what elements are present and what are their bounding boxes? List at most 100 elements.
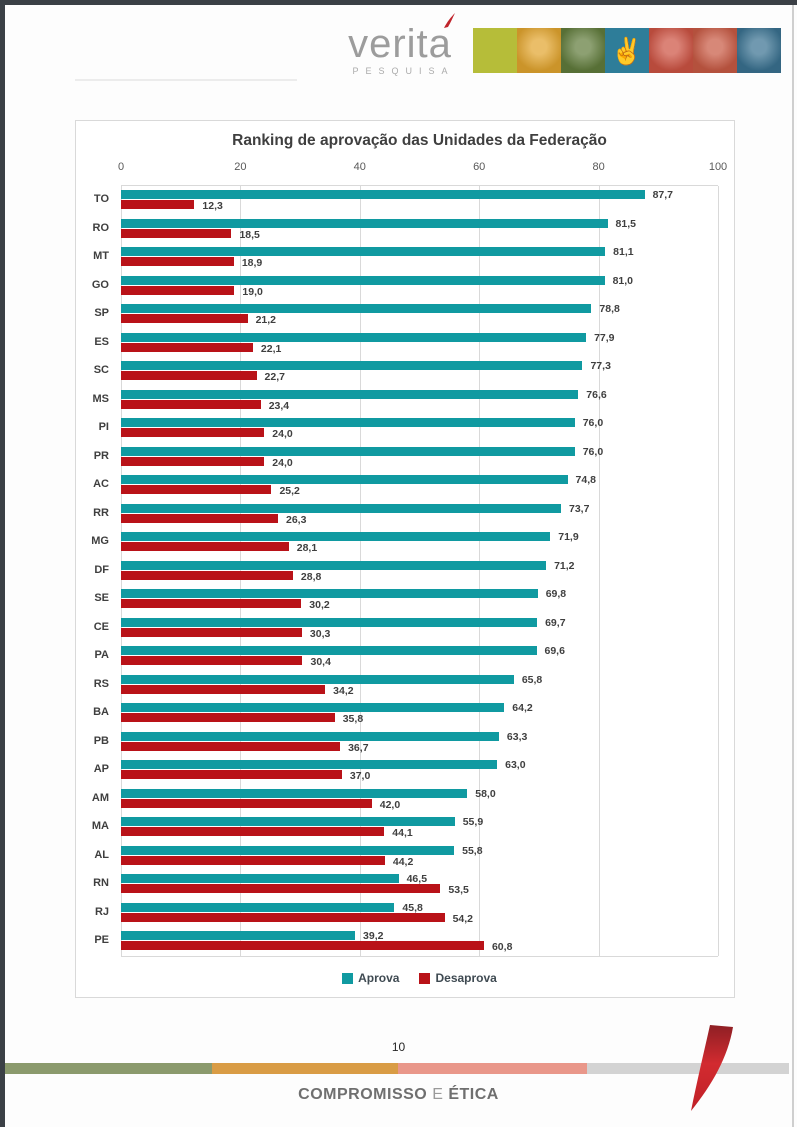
desaprova-value-label: 54,2 [452,912,473,925]
aprova-bar [121,304,592,314]
gridline [598,186,600,956]
photo-strip: ✌ [473,28,781,73]
x-axis-ticks: 0 20 40 60 80 100 [117,161,727,177]
aprova-value-label: 81,1 [613,246,634,259]
desaprova-bar [121,314,248,324]
state-label: MS [92,392,110,405]
page-left-edge [0,0,5,1127]
desaprova-value-label: 35,8 [342,713,364,726]
tile-person-portrait-red [649,28,693,73]
aprova-value-label: 76,6 [586,388,607,401]
state-label: AC [93,478,109,491]
desaprova-value-label: 18,5 [239,228,260,241]
tile-cityscape-green [561,28,605,73]
logo-wordmark: verita [348,13,455,64]
state-label: AL [94,848,109,861]
state-row-mg: MG 71,9 28,1 [91,528,718,557]
desaprova-bar [121,342,253,352]
state-label: SP [94,307,109,320]
desaprova-bar [121,912,445,922]
state-label: AP [93,763,109,776]
aprova-bar [121,218,608,228]
aprova-value-label: 69,8 [545,588,567,601]
verita-logo: verita PESQUISA [334,13,466,76]
desaprova-bar [121,485,272,495]
desaprova-value-label: 60,8 [491,941,513,954]
state-row-am: AM 58,0 42,0 [92,785,718,814]
aprova-bar [121,902,395,912]
red-swoosh-icon [691,1025,733,1111]
state-label: DF [94,563,109,576]
state-label: ES [94,335,109,348]
aprova-bar [121,617,538,627]
state-label: MG [91,535,109,548]
aprova-value-label: 69,7 [545,616,566,629]
desaprova-bar [121,827,385,837]
state-label: PA [94,649,109,662]
aprova-bar [121,361,583,371]
desaprova-bar [121,627,302,637]
state-row-pi: PI 76,0 24,0 [99,414,718,443]
logo-tagline: PESQUISA [352,66,455,76]
aprova-bar [121,674,514,684]
desaprova-value-label: 25,2 [279,485,300,498]
desaprova-bar [121,542,289,552]
state-label: GO [91,278,109,291]
aprova-bar [121,560,547,570]
motto-bold-2: ÉTICA [448,1086,499,1103]
state-label: PE [94,934,109,947]
header-underline [75,79,297,81]
legend-swatch [419,972,431,984]
desaprova-value-label: 37,0 [349,770,371,783]
aprova-value-label: 73,7 [568,502,590,515]
desaprova-value-label: 53,5 [448,884,469,897]
desaprova-value-label: 12,3 [202,200,223,212]
desaprova-bar [121,399,261,409]
aprova-bar [121,389,579,399]
state-row-ba: BA 64,2 35,8 [93,699,718,728]
aprova-value-label: 77,3 [590,360,611,373]
aprova-value-label: 78,8 [599,303,620,316]
state-row-pb: PB 63,3 36,7 [94,728,718,757]
aprova-bar [121,446,575,456]
gridline [479,186,481,956]
state-row-sp: SP 78,8 21,2 [94,300,718,329]
aprova-bar [121,760,498,770]
aprova-bar [121,788,468,798]
legend-item-desaprova: Desaprova [419,971,497,985]
x-tick-label: 80 [592,161,605,173]
state-row-to: TO 87,7 12,3 [94,186,718,215]
tile-person-portrait-blue [737,28,781,73]
desaprova-value-label: 24,0 [272,456,293,469]
aprova-value-label: 64,2 [512,702,533,715]
state-label: MT [93,250,109,263]
aprova-value-label: 63,3 [506,730,528,743]
aprova-bar [121,874,399,884]
aprova-bar [121,845,455,855]
desaprova-bar [121,428,265,438]
aprova-value-label: 76,0 [582,445,604,458]
state-row-sc: SC 77,3 22,7 [94,357,718,386]
desaprova-value-label: 30,2 [309,599,330,612]
state-label: SE [94,592,109,605]
desaprova-value-label: 22,7 [264,371,285,384]
aprova-bar [121,817,455,827]
state-row-ma: MA 55,9 44,1 [92,813,718,842]
tile-peace-hand: ✌ [605,28,649,73]
desaprova-value-label: 21,2 [255,314,276,327]
x-tick-label: 0 [117,161,125,173]
aprova-bar [121,703,505,713]
state-row-df: DF 71,2 28,8 [94,557,718,586]
state-label: PR [93,449,109,462]
state-row-ro: RO 81,5 18,5 [93,215,718,244]
page-number: 10 [391,1040,406,1054]
aprova-bar [121,475,568,485]
aprova-bar [121,731,499,741]
legend-label: Aprova [358,971,400,985]
state-row-rs: RS 65,8 34,2 [94,671,718,700]
x-tick-label: 100 [708,161,728,173]
aprova-bar [121,332,587,342]
x-tick-label: 60 [473,161,486,173]
bar-rows: TO 87,7 12,3 RO 81,5 18,5 MT 81,1 18,9 GO 81,0 19,0… [91,186,718,956]
